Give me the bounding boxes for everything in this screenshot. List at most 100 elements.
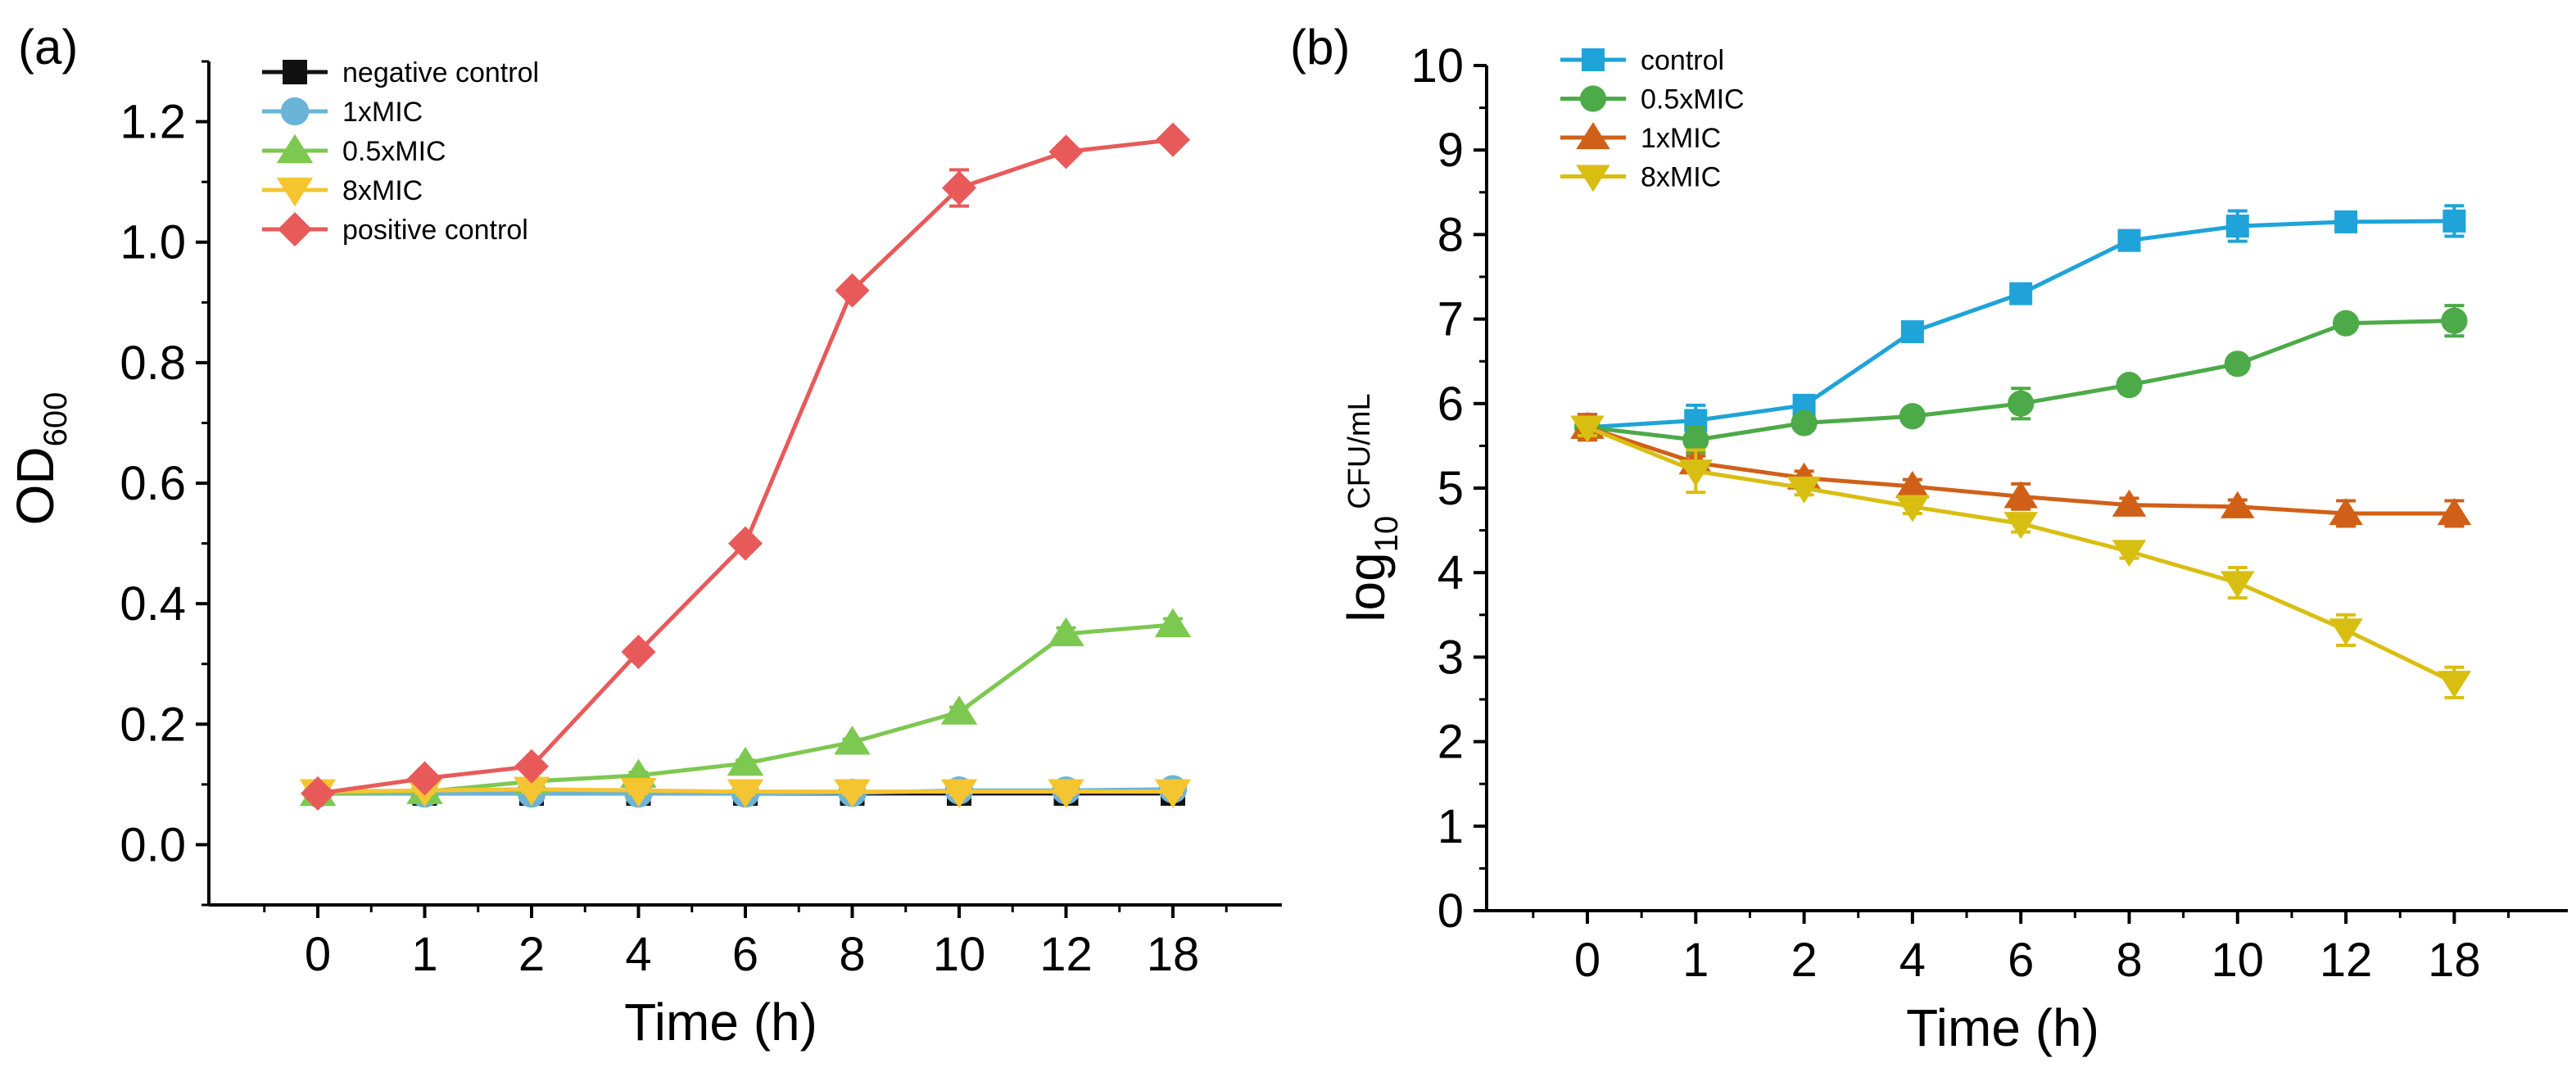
data-point xyxy=(940,695,978,725)
y-tick-label: 9 xyxy=(1437,124,1464,177)
y-tick-label: 1.2 xyxy=(120,96,186,149)
y-tick-label: 0.4 xyxy=(120,577,186,631)
y-tick-label: 5 xyxy=(1437,462,1464,515)
data-point xyxy=(2003,481,2038,509)
legend-marker xyxy=(1579,85,1607,112)
x-axis-title: Time (h) xyxy=(1906,998,2099,1057)
data-point xyxy=(2225,215,2249,238)
legend-marker xyxy=(1576,122,1610,150)
x-tick-label: 1 xyxy=(411,928,437,981)
legend-label: 8xMIC xyxy=(342,175,423,206)
y-tick-label: 0 xyxy=(1437,884,1464,938)
y-axis-title-sup: CFU/mL xyxy=(1342,393,1377,509)
y-axis-title-sub: 600 xyxy=(38,392,74,447)
y-tick-label: 2 xyxy=(1437,716,1464,769)
y-axis-title: OD600 xyxy=(6,392,74,526)
x-tick-label: 2 xyxy=(1791,934,1817,987)
x-tick-label: 12 xyxy=(2320,934,2373,987)
legend-label: 1xMIC xyxy=(1641,123,1721,154)
series-positive-control xyxy=(301,122,1190,811)
data-point xyxy=(620,778,657,807)
x-tick-label: 10 xyxy=(2212,934,2265,987)
panel-a-label: (a) xyxy=(18,20,78,75)
data-point xyxy=(728,526,763,561)
x-tick-label: 10 xyxy=(933,928,986,981)
data-point xyxy=(2003,512,2038,540)
data-point xyxy=(514,749,549,784)
legend-label: 0.5xMIC xyxy=(342,136,446,167)
x-tick-label: 4 xyxy=(1899,934,1926,987)
data-point xyxy=(2009,282,2033,305)
legend: control 0.5xMIC 1xMIC 8xMIC xyxy=(1560,45,1745,193)
data-point xyxy=(1048,617,1084,647)
data-point xyxy=(1570,415,1605,443)
x-tick-label: 4 xyxy=(625,928,651,981)
y-tick-label: 7 xyxy=(1437,293,1464,346)
panel-a-chart: (a) 0.00.20.40.60.81.01.20 1 2 4 6 8 10 12 18Tim… xyxy=(6,20,1282,1052)
data-point xyxy=(1678,459,1714,487)
data-point xyxy=(1048,779,1084,808)
x-tick-label: 8 xyxy=(839,928,865,981)
data-point xyxy=(727,779,764,808)
x-tick-label: 6 xyxy=(2008,934,2034,987)
legend-label: 8xMIC xyxy=(1641,162,1721,193)
data-point xyxy=(2329,618,2363,646)
legend-marker xyxy=(276,177,314,207)
data-point xyxy=(2008,390,2035,417)
data-point xyxy=(2221,491,2255,518)
y-axis-title-sub: 10 xyxy=(1369,516,1405,553)
legend-label: negative control xyxy=(342,57,539,88)
legend-label: positive control xyxy=(342,215,528,246)
y-tick-label: 1 xyxy=(1437,800,1464,853)
x-tick-label: 0 xyxy=(1574,934,1600,987)
x-tick-label: 0 xyxy=(305,928,331,981)
legend-marker xyxy=(1582,48,1605,71)
legend: negative control 1xMIC 0.5xMIC 8xMIC positiv… xyxy=(262,57,539,247)
y-axis-title: log10 CFU/mL xyxy=(1337,393,1405,622)
data-point xyxy=(1895,495,1930,522)
data-point xyxy=(727,746,764,776)
data-point xyxy=(1682,427,1709,454)
legend-marker xyxy=(278,212,312,247)
data-point xyxy=(2112,540,2147,568)
data-point xyxy=(2117,228,2141,252)
data-point xyxy=(1900,320,1924,344)
legend-marker xyxy=(283,60,307,84)
data-point xyxy=(2112,489,2147,517)
data-point xyxy=(2334,210,2358,233)
data-point xyxy=(1895,471,1930,499)
legend-label: 1xMIC xyxy=(342,97,423,128)
data-point xyxy=(2437,498,2472,526)
y-tick-label: 4 xyxy=(1437,546,1464,599)
data-point xyxy=(834,726,871,755)
x-tick-label: 8 xyxy=(2116,934,2142,987)
y-tick-label: 0.2 xyxy=(120,698,186,751)
y-tick-label: 3 xyxy=(1437,631,1464,684)
data-point xyxy=(2224,351,2251,378)
x-axis-title: Time (h) xyxy=(624,993,817,1052)
data-point xyxy=(942,170,976,206)
data-point xyxy=(1791,409,1818,436)
data-point xyxy=(2221,571,2255,599)
data-point xyxy=(835,273,870,308)
legend-marker xyxy=(276,133,314,164)
legend-label: 0.5xMIC xyxy=(1641,84,1745,115)
y-tick-label: 10 xyxy=(1410,39,1464,93)
data-point xyxy=(1154,779,1192,808)
data-point xyxy=(2441,307,2468,334)
x-tick-label: 6 xyxy=(732,928,758,981)
data-point xyxy=(1899,403,1926,430)
y-tick-label: 0.8 xyxy=(120,337,186,390)
data-point xyxy=(1786,476,1822,504)
data-point xyxy=(2116,371,2143,399)
data-point xyxy=(2437,671,2472,699)
data-point xyxy=(2442,209,2466,233)
series-0-5xmic xyxy=(1573,304,2468,455)
x-tick-label: 18 xyxy=(1147,928,1200,981)
data-point xyxy=(2333,310,2360,337)
x-tick-label: 1 xyxy=(1682,934,1709,987)
x-tick-label: 12 xyxy=(1039,928,1093,981)
data-point xyxy=(1154,608,1192,638)
y-axis-title-main: log xyxy=(1337,552,1396,622)
